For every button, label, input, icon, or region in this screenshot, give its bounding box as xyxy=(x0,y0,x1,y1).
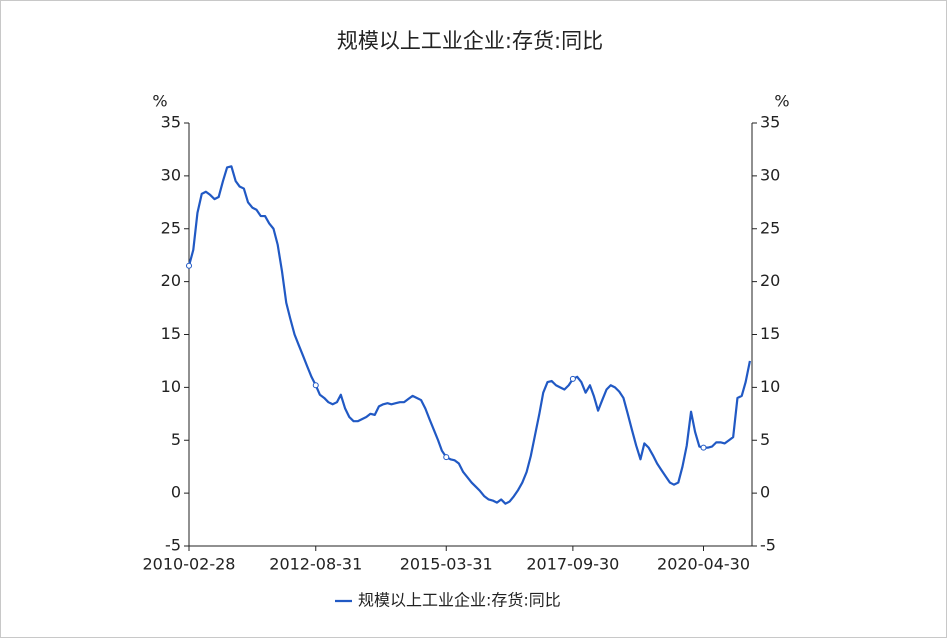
y-tick-label: 15 xyxy=(161,324,181,343)
line-series xyxy=(187,165,751,505)
y-tick-label: 35 xyxy=(161,113,181,132)
y2-tick-label: 5 xyxy=(760,430,770,449)
y2-tick-label: 10 xyxy=(760,377,780,396)
point-marker xyxy=(186,262,192,269)
x-tick-label: 2015-03-31 xyxy=(400,555,493,574)
y-tick-label: 30 xyxy=(161,165,181,184)
y-axis-label: % xyxy=(152,92,167,111)
y2-tick-label: -5 xyxy=(760,536,776,555)
y2-tick-label: 30 xyxy=(760,165,780,184)
y2-tick-label: 35 xyxy=(760,113,780,132)
y-tick-label: 20 xyxy=(161,271,181,290)
point-marker xyxy=(312,382,319,389)
y2-tick-label: 20 xyxy=(760,271,780,290)
x-tick-label: 2010-02-28 xyxy=(143,555,236,574)
y-tick-label: 25 xyxy=(161,218,181,237)
y2-tick-label: 15 xyxy=(760,324,780,343)
point-marker xyxy=(569,375,576,382)
y-tick-label: 5 xyxy=(171,430,181,449)
chart-title: 规模以上工业企业:存货:同比 xyxy=(337,29,603,53)
y2-tick-label: 25 xyxy=(760,218,780,237)
y2-tick-label: 0 xyxy=(760,483,770,502)
point-marker xyxy=(443,454,450,461)
y2-axis-label: % xyxy=(774,92,789,111)
x-tick-label: 2020-04-30 xyxy=(657,555,750,574)
legend-label: 规模以上工业企业:存货:同比 xyxy=(358,591,561,610)
x-tick-label: 2017-09-30 xyxy=(526,555,619,574)
y-tick-label: 10 xyxy=(161,377,181,396)
x-tick-label: 2012-08-31 xyxy=(269,555,362,574)
y-tick-label: 0 xyxy=(171,483,181,502)
y-tick-label: -5 xyxy=(165,536,181,555)
point-marker xyxy=(700,444,707,451)
